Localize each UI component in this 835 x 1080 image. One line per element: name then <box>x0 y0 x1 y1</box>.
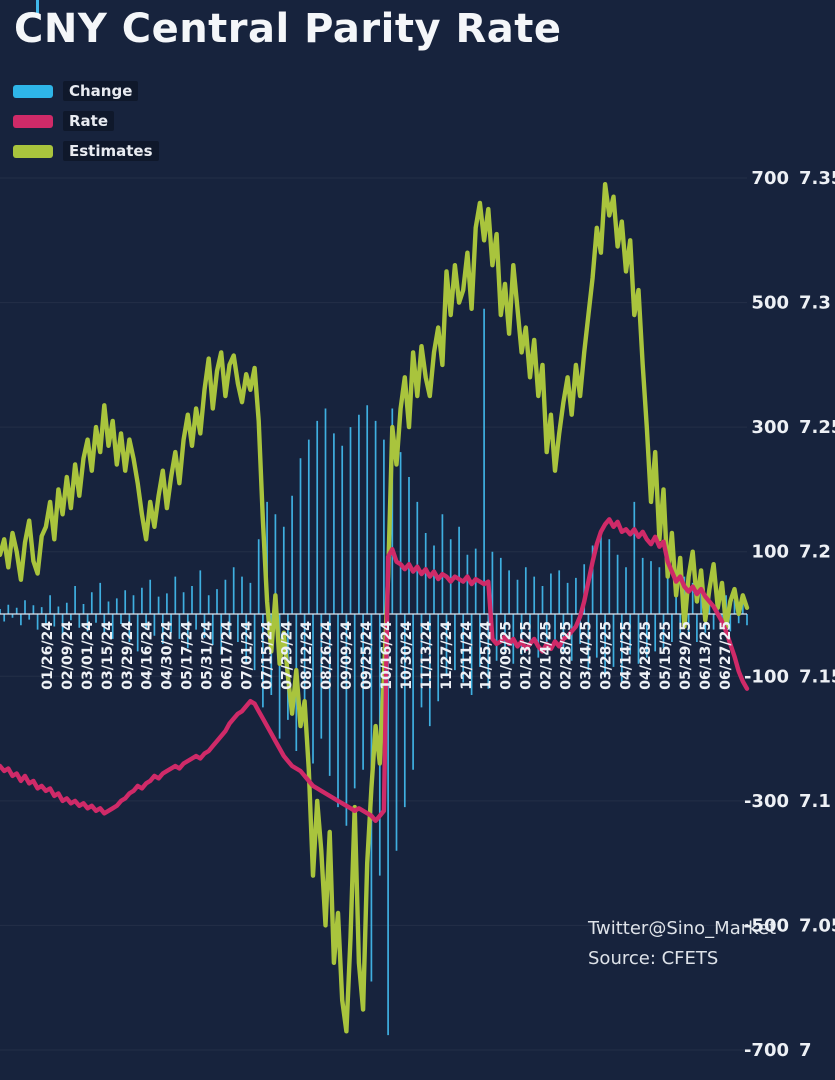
x-axis-tick: 07/01/24 <box>239 621 255 690</box>
legend-item-rate: Rate <box>13 106 159 136</box>
watermark: Twitter@Sino_Market Source: CFETS <box>588 914 776 974</box>
x-axis-tick: 11/13/24 <box>419 621 435 690</box>
x-axis-tick: 05/31/24 <box>200 621 216 690</box>
x-axis-tick: 06/27/25 <box>718 621 734 690</box>
x-axis-tick: 01/26/24 <box>40 621 56 690</box>
x-axis-tick: 03/14/25 <box>578 621 594 690</box>
change-bars <box>0 308 748 1036</box>
x-axis-tick: 07/15/24 <box>259 621 275 690</box>
watermark-line2: Source: CFETS <box>588 948 719 969</box>
x-axis-tick: 08/26/24 <box>319 621 335 690</box>
page-title: CNY Central Parity Rate <box>14 6 562 52</box>
x-axis-tick: 10/30/24 <box>399 621 415 690</box>
x-axis-tick: 08/12/24 <box>299 621 315 690</box>
x-axis-tick: 09/09/24 <box>339 621 355 690</box>
change-axis-tick: 300 <box>751 417 789 438</box>
change-axis-tick: 700 <box>751 168 789 189</box>
x-axis-tick: 05/29/25 <box>678 621 694 690</box>
x-axis-tick: 07/29/24 <box>279 621 295 690</box>
change-axis-tick: 500 <box>751 293 789 314</box>
rate-axis-tick: 7.15 <box>799 666 835 687</box>
legend: Change Rate Estimates <box>13 76 159 166</box>
x-axis-tick: 04/16/24 <box>140 621 156 690</box>
legend-label-estimates: Estimates <box>63 141 159 161</box>
watermark-line1: Twitter@Sino_Market <box>588 918 777 939</box>
legend-label-change: Change <box>63 81 139 101</box>
rate-axis-tick: 7 <box>799 1040 812 1061</box>
x-axis-tick: 01/23/25 <box>519 621 535 690</box>
rate-axis-tick: 7.05 <box>799 915 835 936</box>
x-axis-tick: 02/14/25 <box>539 621 555 690</box>
estimates-line <box>0 181 750 1034</box>
x-axis-tick: 03/29/24 <box>120 621 136 690</box>
rate-axis-tick: 7.25 <box>799 417 835 438</box>
legend-item-change: Change <box>13 76 159 106</box>
x-axis-tick: 04/14/25 <box>618 621 634 690</box>
x-axis-tick: 05/15/25 <box>658 621 674 690</box>
x-axis-tick: 12/11/24 <box>459 621 475 690</box>
x-axis-tick: 10/16/24 <box>379 621 395 690</box>
x-axis-tick: 05/17/24 <box>180 621 196 690</box>
x-axis-tick: 12/25/24 <box>479 621 495 690</box>
x-axis-tick: 02/28/25 <box>559 621 575 690</box>
cyan-tick-mark <box>36 0 39 16</box>
rate-axis-tick: 7.2 <box>799 542 831 563</box>
change-axis-tick: -500 <box>744 915 789 936</box>
x-axis-tick: 09/25/24 <box>359 621 375 690</box>
x-axis-tick: 11/27/24 <box>439 621 455 690</box>
x-axis-tick: 03/01/24 <box>80 621 96 690</box>
x-axis-tick: 04/28/25 <box>638 621 654 690</box>
x-axis-tick: 01/09/25 <box>499 621 515 690</box>
change-axis-tick: 100 <box>751 542 789 563</box>
x-axis-tick: 03/28/25 <box>598 621 614 690</box>
legend-item-estimates: Estimates <box>13 136 159 166</box>
x-axis-tick: 04/30/24 <box>160 621 176 690</box>
estimates-swatch-icon <box>13 144 53 158</box>
rate-axis-tick: 7.1 <box>799 791 831 812</box>
change-axis-tick: -100 <box>744 666 789 687</box>
x-axis-tick: 03/15/24 <box>100 621 116 690</box>
rate-line <box>0 517 750 823</box>
change-swatch-icon <box>13 84 53 98</box>
x-axis-tick: 06/13/25 <box>698 621 714 690</box>
rate-swatch-icon <box>13 114 53 128</box>
rate-axis-tick: 7.35 <box>799 168 835 189</box>
x-axis-tick: 06/17/24 <box>220 621 236 690</box>
x-axis-tick: 02/09/24 <box>60 621 76 690</box>
rate-axis-tick: 7.3 <box>799 293 831 314</box>
change-axis-tick: -300 <box>744 791 789 812</box>
legend-label-rate: Rate <box>63 111 115 131</box>
change-axis-tick: -700 <box>744 1040 789 1061</box>
